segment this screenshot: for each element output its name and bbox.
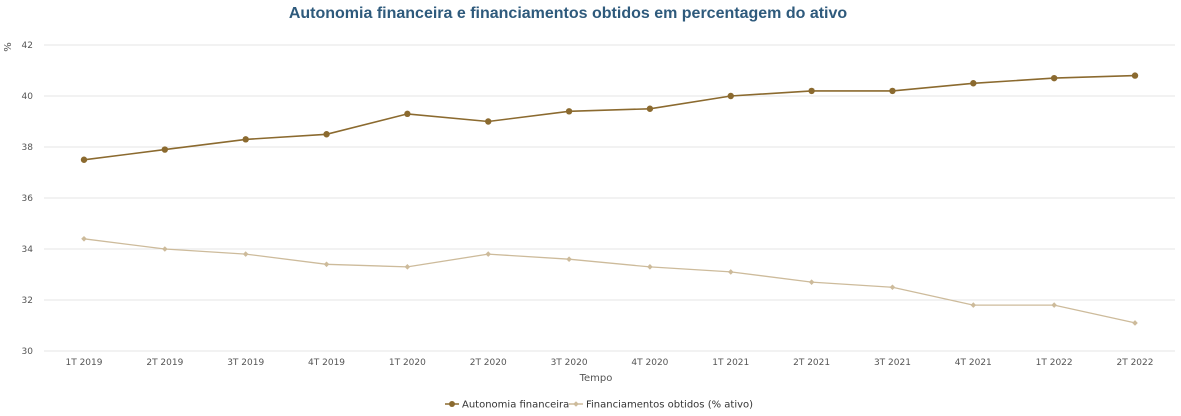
x-tick-label: 3T 2021 [874, 358, 911, 368]
data-point[interactable] [970, 80, 977, 87]
data-point[interactable] [80, 156, 88, 163]
data-point[interactable] [1050, 74, 1058, 82]
data-point[interactable] [242, 136, 249, 143]
data-point[interactable] [566, 256, 572, 262]
series-line [83, 238, 1136, 324]
data-point[interactable] [1051, 302, 1057, 308]
data-point[interactable] [1131, 72, 1139, 79]
x-tick-label: 2T 2019 [146, 358, 183, 368]
data-point[interactable] [647, 264, 653, 270]
data-point[interactable] [727, 92, 734, 100]
series-1 [80, 72, 1139, 163]
data-point[interactable] [485, 118, 492, 125]
grid [44, 44, 1175, 352]
legend-label: Autonomia financeira [462, 400, 569, 411]
y-tick-label: 38 [22, 143, 34, 153]
y-tick-label: 30 [22, 347, 34, 357]
series-line [83, 74, 1136, 161]
data-point[interactable] [727, 269, 734, 275]
data-point[interactable] [242, 251, 249, 257]
data-point[interactable] [808, 87, 815, 95]
legend[interactable]: Autonomia financeira Financiamentos obtid… [445, 400, 753, 411]
data-point[interactable] [808, 279, 815, 285]
x-tick-label: 2T 2020 [470, 358, 507, 368]
y-tick-label: 42 [22, 41, 33, 51]
series [80, 72, 1139, 326]
y-tick-label: 32 [22, 296, 33, 306]
data-point[interactable] [646, 105, 654, 112]
data-point[interactable] [889, 87, 896, 95]
y-tick-label: 34 [22, 245, 34, 255]
x-tick-label: 4T 2019 [308, 358, 345, 368]
data-point[interactable] [161, 146, 169, 153]
series-2 [81, 236, 1138, 326]
x-tick-label: 3T 2020 [551, 358, 588, 368]
x-tick-label: 4T 2020 [631, 358, 668, 368]
y-axis-ticks: 30 32 34 36 38 40 42 [22, 41, 34, 357]
x-tick-label: 2T 2021 [793, 358, 830, 368]
legend-marker [573, 401, 579, 407]
x-tick-label: 1T 2021 [712, 358, 749, 368]
data-point[interactable] [404, 110, 411, 118]
legend-item[interactable]: Financiamentos obtidos (% ativo) [569, 400, 753, 411]
x-tick-label: 3T 2019 [227, 358, 264, 368]
x-tick-label: 1T 2022 [1036, 358, 1073, 368]
x-axis-title: Tempo [579, 373, 613, 384]
legend-item[interactable]: Autonomia financeira [445, 400, 569, 411]
y-tick-label: 40 [22, 92, 34, 102]
data-point[interactable] [1132, 320, 1138, 326]
x-tick-label: 1T 2019 [66, 358, 103, 368]
data-point[interactable] [485, 251, 492, 257]
legend-label: Financiamentos obtidos (% ativo) [586, 400, 753, 411]
data-point[interactable] [970, 302, 977, 308]
legend-marker [449, 401, 455, 407]
data-point[interactable] [889, 284, 896, 291]
y-axis-title: % [3, 42, 14, 52]
x-tick-label: 1T 2020 [389, 358, 426, 368]
chart-title: Autonomia financeira e financiamentos ob… [289, 5, 848, 22]
y-tick-label: 36 [22, 194, 34, 204]
data-point[interactable] [323, 131, 330, 138]
data-point[interactable] [404, 264, 411, 270]
data-point[interactable] [565, 108, 573, 115]
x-tick-label: 4T 2021 [955, 358, 992, 368]
data-point[interactable] [162, 246, 168, 252]
data-point[interactable] [323, 261, 330, 268]
data-point[interactable] [81, 236, 87, 242]
x-tick-label: 2T 2022 [1117, 358, 1154, 368]
x-axis-ticks: 1T 2019 2T 2019 3T 2019 4T 2019 1T 2020 2T 20… [66, 358, 1154, 368]
